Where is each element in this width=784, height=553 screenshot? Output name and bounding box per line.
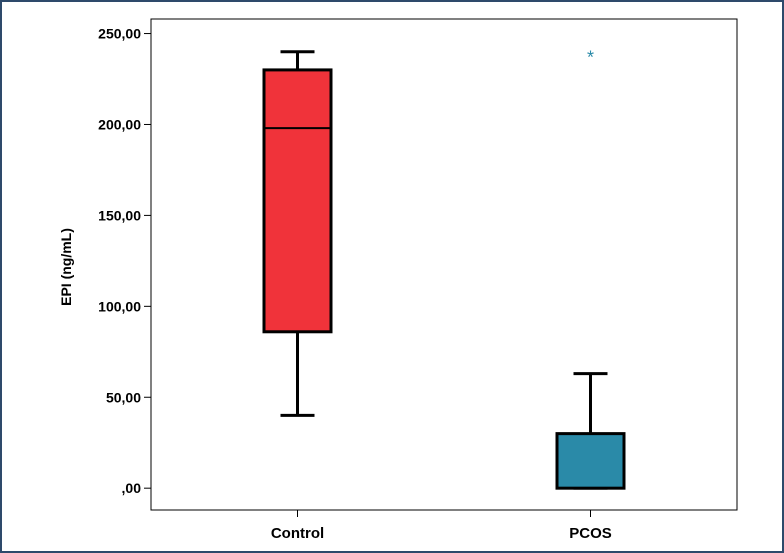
x-tick-label: PCOS	[569, 525, 612, 542]
y-tick-label: 100,00	[98, 298, 141, 314]
iqr-box	[555, 432, 626, 490]
iqr-box	[262, 68, 333, 334]
y-tick-label: 250,00	[98, 26, 141, 42]
y-axis: ,00 50,00 100,00 150,00 200,00 250,00	[98, 26, 151, 496]
boxes: *	[262, 47, 626, 490]
y-tick-label: 50,00	[106, 389, 141, 405]
box-pcos: *	[555, 47, 626, 490]
outlier-marker: *	[587, 47, 594, 67]
y-tick-label: ,00	[122, 480, 142, 496]
y-tick-label: 150,00	[98, 207, 141, 223]
x-axis: Control PCOS	[271, 510, 612, 542]
plot-area	[150, 18, 738, 511]
box-control	[262, 50, 333, 417]
y-axis-title: EPI (ng/mL)	[58, 228, 74, 306]
y-tick-label: 200,00	[98, 116, 141, 132]
x-tick-label: Control	[271, 525, 324, 542]
